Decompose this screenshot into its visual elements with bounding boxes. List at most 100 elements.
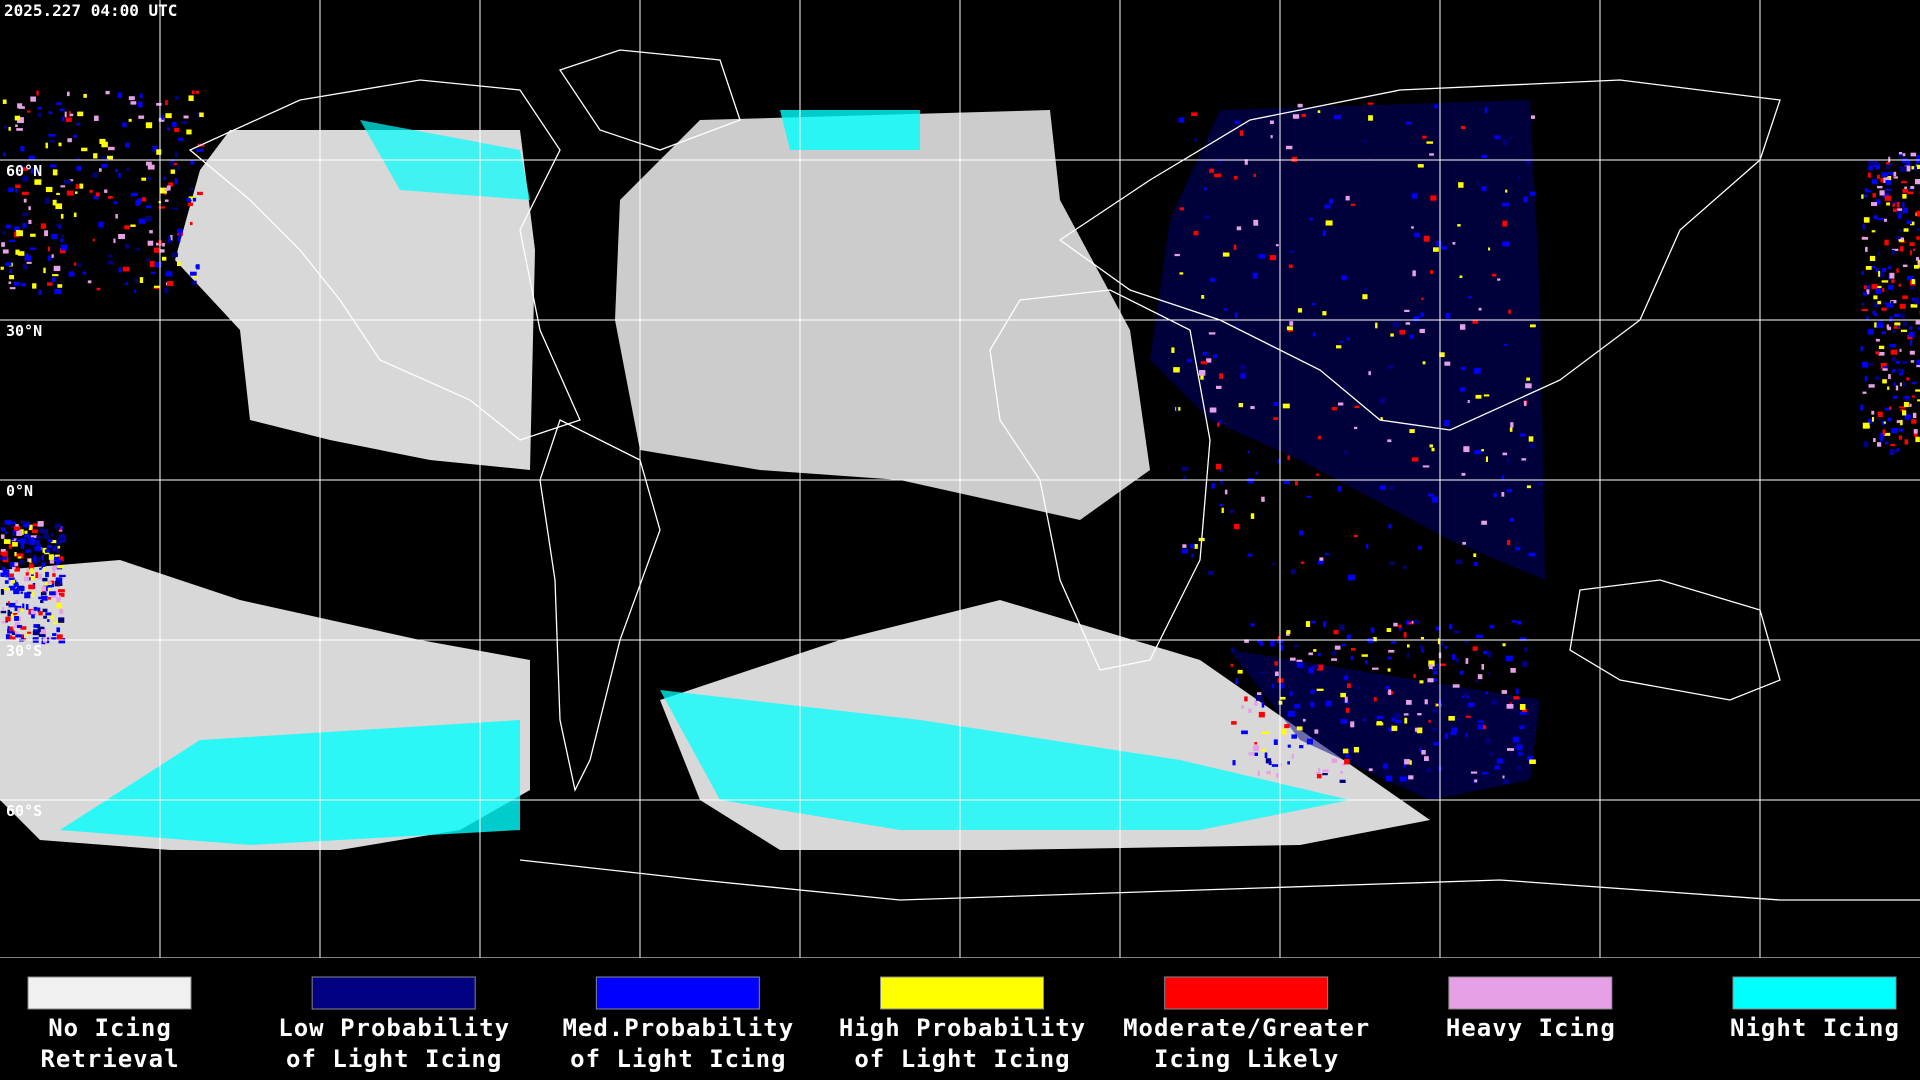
speckle — [126, 167, 130, 171]
speckle — [51, 233, 58, 240]
speckle — [61, 116, 65, 122]
speckle — [1272, 562, 1276, 566]
speckle — [1888, 172, 1896, 175]
speckle — [1480, 155, 1488, 159]
speckle — [1171, 347, 1175, 353]
speckle — [115, 214, 118, 219]
speckle — [1325, 220, 1333, 226]
legend-label: Retrieval — [40, 1045, 179, 1073]
speckle — [128, 118, 132, 122]
speckle — [1275, 671, 1279, 677]
speckle — [73, 262, 77, 266]
speckle — [1406, 700, 1412, 705]
speckle — [1868, 164, 1873, 171]
speckle — [1208, 332, 1216, 335]
speckle — [1331, 651, 1337, 656]
speckle — [118, 173, 121, 178]
speckle — [1873, 295, 1878, 300]
speckle — [19, 608, 24, 612]
speckle — [1308, 652, 1313, 656]
speckle — [1483, 650, 1488, 655]
speckle — [1364, 287, 1368, 292]
speckle — [1910, 304, 1918, 308]
speckle — [0, 549, 6, 552]
speckle — [30, 609, 36, 615]
speckle — [11, 579, 16, 584]
speckle — [42, 608, 48, 613]
speckle — [1372, 667, 1379, 670]
speckle — [20, 145, 25, 152]
speckle — [1474, 368, 1481, 374]
night-icing-region — [660, 690, 1350, 830]
speckle — [1375, 322, 1378, 329]
eurasia-outline — [1058, 79, 1781, 431]
speckle — [1333, 115, 1341, 120]
legend-label: Low Probability — [278, 1014, 510, 1042]
speckle — [1273, 417, 1279, 420]
speckle — [130, 101, 137, 105]
speckle — [1481, 186, 1487, 191]
speckle — [145, 205, 152, 209]
speckle — [1316, 774, 1322, 779]
speckle — [1288, 264, 1293, 268]
speckle — [60, 185, 66, 188]
speckle — [1317, 653, 1321, 656]
speckle — [1281, 728, 1287, 735]
speckle — [1456, 559, 1463, 564]
speckle — [1862, 422, 1870, 429]
speckle — [58, 638, 66, 644]
speckle — [1864, 375, 1868, 382]
speckle — [1477, 724, 1485, 730]
speckle — [1362, 140, 1367, 143]
speckle — [1892, 248, 1899, 251]
speckle — [38, 634, 46, 637]
speckle — [1331, 758, 1338, 763]
speckle — [59, 533, 66, 538]
speckle — [8, 239, 16, 242]
speckle — [18, 251, 25, 256]
speckle — [54, 289, 62, 295]
speckle — [31, 529, 38, 534]
speckle — [1357, 685, 1361, 690]
speckle — [1279, 644, 1284, 651]
speckle — [45, 612, 52, 616]
speckle — [92, 238, 95, 242]
speckle — [1528, 444, 1535, 449]
speckle — [53, 622, 56, 625]
legend-label: of Light Icing — [854, 1045, 1070, 1073]
speckle — [1233, 523, 1240, 530]
speckle — [1481, 520, 1487, 525]
speckle — [14, 567, 20, 572]
no-icing-region — [615, 110, 1150, 520]
speckle — [1322, 769, 1329, 773]
speckle — [1428, 720, 1431, 723]
legend-swatch — [1164, 976, 1329, 1010]
speckle — [1913, 429, 1918, 434]
speckle — [12, 613, 18, 616]
speckle — [52, 274, 59, 277]
speckle — [1892, 395, 1898, 399]
speckle — [1901, 181, 1907, 184]
speckle — [1915, 257, 1920, 261]
speckle — [1492, 273, 1497, 277]
speckle — [1427, 678, 1434, 683]
speckle — [10, 636, 16, 640]
speckle — [178, 236, 181, 242]
speckle — [1861, 271, 1864, 275]
speckle — [1247, 451, 1250, 454]
speckle — [1179, 207, 1185, 211]
speckle — [1875, 288, 1882, 294]
latitude-label: 30°S — [6, 642, 42, 660]
speckle — [1898, 283, 1901, 287]
speckle — [1271, 764, 1279, 767]
speckle — [1890, 349, 1898, 355]
speckle — [1452, 684, 1460, 688]
speckle — [1888, 374, 1891, 380]
speckle — [87, 280, 92, 284]
speckle — [1309, 217, 1313, 221]
speckle — [1431, 667, 1437, 670]
speckle — [1880, 435, 1883, 442]
speckle — [1210, 277, 1215, 283]
speckle — [1201, 295, 1205, 299]
